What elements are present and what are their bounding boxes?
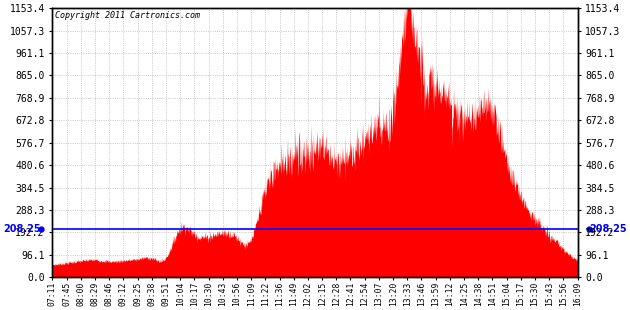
Text: 208.25: 208.25	[589, 224, 627, 234]
Text: Copyright 2011 Cartronics.com: Copyright 2011 Cartronics.com	[55, 11, 200, 20]
Text: 208.25: 208.25	[3, 224, 41, 234]
